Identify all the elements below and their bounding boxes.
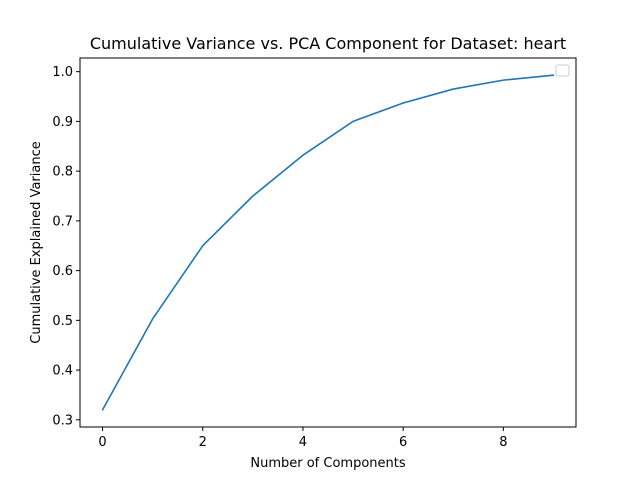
x-tick-label: 6 <box>399 435 407 450</box>
y-tick-label: 0.4 <box>52 364 73 379</box>
x-axis-label: Number of Components <box>250 456 405 471</box>
x-tick-label: 8 <box>499 435 507 450</box>
y-tick-label: 0.6 <box>52 264 73 279</box>
y-axis-ticks: 0.3 0.4 0.5 0.6 0.7 0.8 0.9 1.0 <box>52 65 80 428</box>
y-tick-label: 0.7 <box>52 214 73 229</box>
x-tick-label: 4 <box>299 435 307 450</box>
series-group <box>101 74 555 411</box>
y-tick-label: 0.8 <box>52 165 73 180</box>
x-tick-label: 2 <box>199 435 207 450</box>
x-tick-label: 0 <box>98 435 106 450</box>
axes-frame <box>79 57 577 428</box>
axes-background <box>80 58 576 427</box>
y-tick-label: 0.9 <box>52 115 73 130</box>
plot-area <box>79 57 577 428</box>
series-line <box>101 74 555 411</box>
y-axis-label: Cumulative Explained Variance <box>29 141 44 343</box>
y-tick-label: 1.0 <box>52 65 73 80</box>
x-axis-ticks: 0 2 4 6 8 <box>98 427 507 450</box>
y-tick-label: 0.3 <box>52 413 73 428</box>
y-tick-label: 0.5 <box>52 314 73 329</box>
legend-box <box>555 64 570 77</box>
chart-title: Cumulative Variance vs. PCA Component fo… <box>90 34 566 53</box>
